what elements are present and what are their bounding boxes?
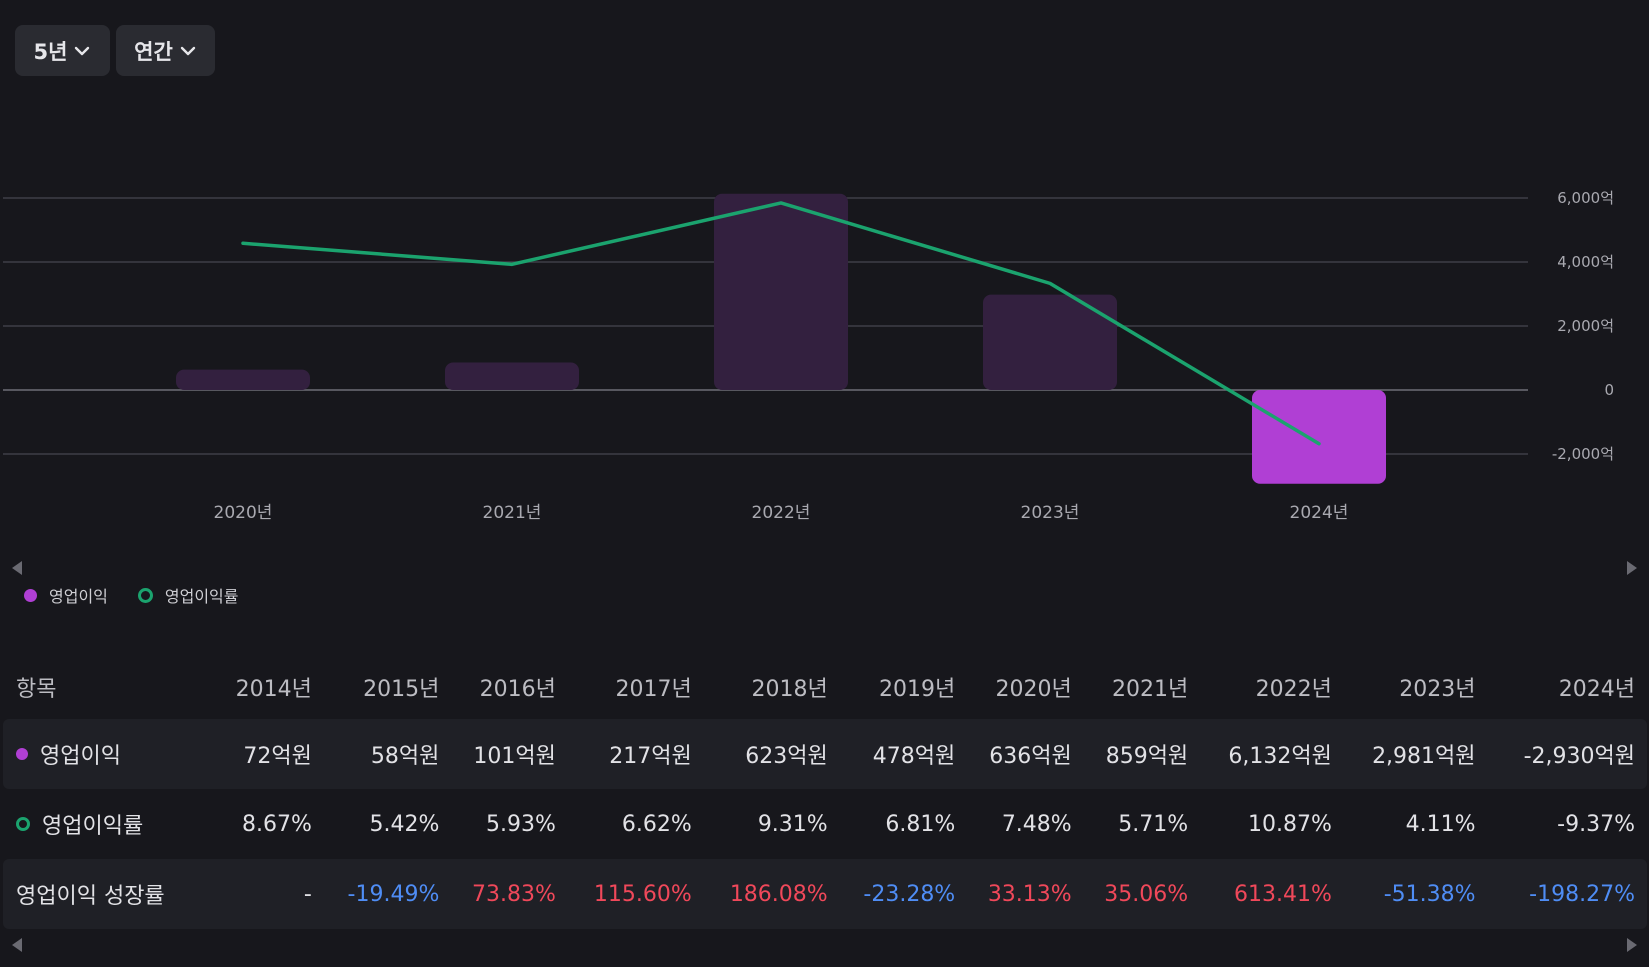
table-cell: 859억원 <box>1071 719 1189 789</box>
table-cell: 115.60% <box>555 859 692 929</box>
table-cell: -23.28% <box>827 859 956 929</box>
table-header-cell: 2014년 <box>235 677 312 702</box>
y-tick-label: 6,000억 <box>1557 189 1614 207</box>
row-label: 영업이익 <box>40 744 121 769</box>
table-header-cell: 2024년 <box>1558 677 1635 702</box>
period-dropdown-label: 5년 <box>33 39 68 64</box>
table-header-cell: 항목 <box>16 677 57 702</box>
bar-2022년 <box>714 193 848 390</box>
legend-dot-filled-icon <box>24 588 37 602</box>
chevron-down-icon <box>180 46 196 55</box>
table-header-cell: 2022년 <box>1255 677 1332 702</box>
x-axis-ticks: 2020년 2021년 2022년 2023년 2024년 <box>214 503 1349 523</box>
bar-2024년 <box>1252 390 1386 484</box>
table-cell: 623억원 <box>691 719 828 789</box>
table-cell: 5.93% <box>485 811 556 837</box>
table-scroll-left-icon[interactable] <box>12 938 22 952</box>
table-cell: 33.13% <box>955 859 1072 929</box>
row-label: 영업이익률 <box>42 814 144 839</box>
legend-label: 영업이익 <box>49 587 108 606</box>
period-dropdown[interactable]: 5년 <box>15 25 110 76</box>
table-cell: 478억원 <box>827 719 956 789</box>
table-row-operating-profit: 영업이익 72억원 58억원 101억원 217억원 623억원 478억원 6… <box>3 719 1647 789</box>
table-header-cell: 2021년 <box>1111 677 1189 702</box>
chart-scroll-right-icon[interactable] <box>1627 561 1637 575</box>
row-dot-ring-icon <box>16 817 30 831</box>
table-cell: 10.87% <box>1247 811 1332 837</box>
table-cell: 6.62% <box>621 811 692 837</box>
table-cell: 217억원 <box>555 719 692 789</box>
chart-legend: 영업이익 영업이익률 <box>24 583 239 607</box>
table-cell: 4.11% <box>1405 811 1476 837</box>
table-cell: 186.08% <box>691 859 828 929</box>
row-title-cell: 영업이익률 <box>3 789 206 859</box>
table-header-cell: 2017년 <box>615 677 692 702</box>
table-scroll-right-icon[interactable] <box>1627 938 1637 952</box>
legend-label: 영업이익률 <box>164 587 239 606</box>
table-row-growth-rate: 영업이익 성장률 - -19.49% 73.83% 115.60% 186.08… <box>3 859 1647 929</box>
chevron-down-icon <box>75 46 90 55</box>
table-header-cell: 2016년 <box>479 677 556 702</box>
table-cell: 5.42% <box>369 811 440 837</box>
row-dot-filled-icon <box>16 748 28 760</box>
chart-line <box>241 201 1321 446</box>
table-cell: 73.83% <box>439 859 556 929</box>
table-cell: 6,132억원 <box>1188 719 1332 789</box>
bar-2023년 <box>983 294 1117 390</box>
table-header-row: 항목 2014년 2015년 2016년 2017년 2018년 2019년 2… <box>3 655 1647 719</box>
financial-data-table: 항목 2014년 2015년 2016년 2017년 2018년 2019년 2… <box>3 655 1647 929</box>
table-header-cell: 2019년 <box>878 677 956 702</box>
table-cell: 636억원 <box>955 719 1072 789</box>
table-cell: 6.81% <box>885 811 956 837</box>
y-tick-label: 0 <box>1604 381 1614 399</box>
table-cell: 9.31% <box>757 811 828 837</box>
legend-item-operating-profit[interactable]: 영업이익 <box>24 583 108 607</box>
y-tick-label: 2,000억 <box>1557 317 1614 335</box>
table-cell: -19.49% <box>311 859 440 929</box>
table-row-operating-margin: 영업이익률 8.67% 5.42% 5.93% 6.62% 9.31% 6.81… <box>3 789 1647 859</box>
table-cell: 58억원 <box>311 719 440 789</box>
bar-2020년 <box>176 369 310 390</box>
table-cell: 613.41% <box>1188 859 1332 929</box>
x-tick-label: 2021년 <box>483 503 542 523</box>
bar-2021년 <box>445 362 579 390</box>
table-cell: -51.38% <box>1331 859 1476 929</box>
table-cell: -198.27% <box>1475 859 1647 929</box>
table-cell: -9.37% <box>1557 811 1635 837</box>
y-tick-label: -2,000억 <box>1552 445 1614 463</box>
legend-dot-ring-icon <box>137 587 153 603</box>
x-tick-label: 2023년 <box>1021 503 1080 523</box>
table-cell: -2,930억원 <box>1475 719 1647 789</box>
y-tick-label: 4,000억 <box>1557 253 1614 271</box>
row-title-cell: 영업이익 성장률 <box>3 859 206 929</box>
table-cell: 72억원 <box>206 719 312 789</box>
legend-item-operating-margin[interactable]: 영업이익률 <box>137 583 239 607</box>
chart-scroll-left-icon[interactable] <box>12 561 22 575</box>
table-header-cell: 2023년 <box>1399 677 1476 702</box>
table-header-cell: 2020년 <box>995 677 1072 702</box>
table-cell: 2,981억원 <box>1331 719 1476 789</box>
table-cell: 8.67% <box>241 811 312 837</box>
frequency-dropdown-label: 연간 <box>134 39 173 64</box>
x-tick-label: 2022년 <box>752 503 811 523</box>
table-cell: 7.48% <box>1001 811 1072 837</box>
row-label: 영업이익 성장률 <box>16 884 165 909</box>
frequency-dropdown[interactable]: 연간 <box>116 25 215 76</box>
x-tick-label: 2024년 <box>1290 503 1349 523</box>
table-cell: 5.71% <box>1118 811 1189 837</box>
x-tick-label: 2020년 <box>214 503 273 523</box>
table-cell: 35.06% <box>1071 859 1189 929</box>
table-cell: 101억원 <box>439 719 556 789</box>
table-header-cell: 2015년 <box>363 677 440 702</box>
table-header-cell: 2018년 <box>751 677 828 702</box>
chart-bars <box>176 193 1386 484</box>
y-axis-ticks: 6,000억 4,000억 2,000억 0 -2,000억 <box>1552 189 1614 463</box>
row-title-cell: 영업이익 <box>3 719 206 789</box>
table-cell: - <box>206 859 312 929</box>
